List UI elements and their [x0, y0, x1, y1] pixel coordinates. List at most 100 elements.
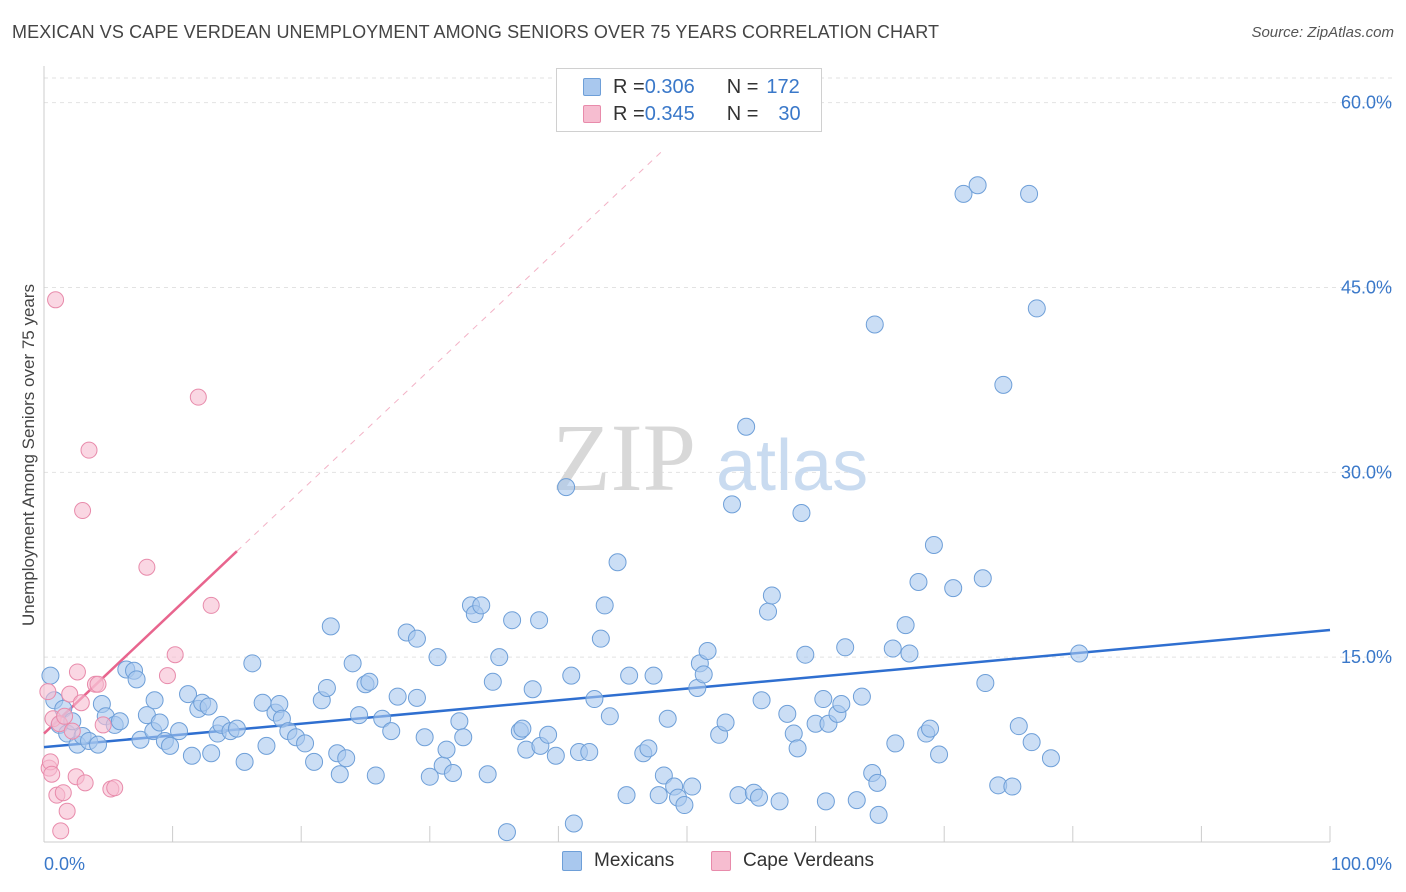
mexicans-point	[921, 719, 940, 738]
mexicans-point	[1009, 717, 1028, 736]
mexicans-point	[317, 678, 336, 697]
mexicans-point	[639, 739, 658, 758]
mexicans-point	[428, 648, 447, 667]
legend-n-value: 30	[778, 102, 801, 125]
mexicans-point	[1022, 733, 1041, 752]
mexicans-point	[243, 654, 262, 673]
mexicans-point	[161, 736, 180, 755]
y-tick-label: 60.0%	[1341, 93, 1392, 113]
chart-title: MEXICAN VS CAPE VERDEAN UNEMPLOYMENT AMO…	[12, 22, 940, 42]
mexicans-points	[41, 176, 1089, 842]
cape-verdeans-point	[202, 596, 220, 614]
mexicans-point	[305, 752, 324, 771]
legend-swatch-blue	[583, 78, 601, 96]
mexicans-point	[350, 706, 369, 725]
mexicans-point	[816, 792, 835, 811]
mexicans-point	[778, 704, 797, 723]
mexicans-point	[675, 796, 694, 815]
legend-swatch-pink	[583, 105, 601, 123]
mexicans-point	[490, 648, 509, 667]
cape-verdeans-point	[106, 779, 124, 797]
mexicans-point	[562, 666, 581, 685]
x-tick-label: 100.0%	[1331, 854, 1392, 874]
gridlines	[44, 77, 1392, 658]
mexicans-point	[179, 685, 198, 704]
mexicans-point	[437, 740, 456, 759]
cape-verdeans-point	[54, 784, 72, 802]
mexicans-point	[483, 672, 502, 691]
mexicans-point	[170, 722, 189, 741]
cape-verdeans-point	[138, 558, 156, 576]
legend-row-cape-verdeans: R = 0.345 N = 30	[583, 102, 801, 126]
cape-verdeans-point	[52, 822, 70, 840]
bottom-legend-cape-verdeans: Cape Verdeans	[711, 850, 874, 872]
bottom-legend-label: Cape Verdeans	[743, 850, 874, 871]
y-tick-label: 45.0%	[1341, 277, 1392, 297]
cape-verdeans-point	[68, 663, 86, 681]
mexicans-point	[832, 694, 851, 713]
mexicans-point	[366, 766, 385, 785]
legend-r-label: R =	[613, 102, 645, 125]
cape-verdeans-point	[74, 502, 92, 520]
mexicans-point	[595, 596, 614, 615]
mexicans-point	[994, 375, 1013, 394]
watermark-atlas: atlas	[716, 426, 868, 506]
mexicans-point	[1020, 184, 1039, 203]
mexicans-trend-line	[43, 628, 1331, 749]
mexicans-point	[973, 569, 992, 588]
mexicans-point	[865, 315, 884, 334]
cape-verdeans-trend-extension	[236, 151, 662, 552]
mexicans-point	[110, 712, 129, 731]
mexicans-point	[513, 719, 532, 738]
mexicans-point	[654, 766, 673, 785]
bottom-legend-swatch-pink	[711, 851, 731, 871]
mexicans-point	[202, 744, 221, 763]
mexicans-point	[360, 672, 379, 691]
mexicans-point	[443, 763, 462, 782]
mexicans-point	[752, 691, 771, 710]
y-tick-label: 30.0%	[1341, 462, 1392, 482]
mexicans-point	[900, 644, 919, 663]
mexicans-point	[41, 666, 60, 685]
mexicans-point	[750, 788, 769, 807]
mexicans-point	[450, 712, 469, 731]
mexicans-point	[836, 638, 855, 657]
mexicans-point	[546, 746, 565, 765]
mexicans-point	[182, 746, 201, 765]
mexicans-point	[644, 666, 663, 685]
mexicans-point	[930, 745, 949, 764]
y-tick-labels: 15.0% 30.0% 45.0% 60.0%	[1341, 93, 1392, 668]
cape-verdeans-point	[76, 774, 94, 792]
mexicans-point	[649, 786, 668, 805]
mexicans-point	[909, 572, 928, 591]
mexicans-point	[407, 629, 426, 648]
mexicans-point	[503, 611, 522, 630]
mexicans-point	[944, 579, 963, 598]
legend-n-label: N =	[726, 75, 759, 98]
cape-verdeans-point	[47, 291, 65, 309]
mexicans-point	[620, 666, 639, 685]
mexicans-point	[321, 617, 340, 636]
mexicans-point	[557, 478, 576, 497]
mexicans-point	[382, 722, 401, 741]
mexicans-point	[530, 611, 549, 630]
legend-r-value: 0.345	[644, 102, 695, 125]
mexicans-point	[227, 719, 246, 738]
mexicans-point	[1003, 777, 1022, 796]
mexicans-point	[388, 687, 407, 706]
mexicans-point	[868, 773, 887, 792]
mexicans-point	[1041, 749, 1060, 768]
mexicans-point	[759, 602, 778, 621]
mexicans-point	[852, 687, 871, 706]
correlation-legend: R = 0.306 N = 172 R = 0.345 N = 30	[556, 68, 822, 132]
mexicans-point	[698, 642, 717, 660]
cape-verdeans-point	[94, 716, 112, 734]
mexicans-point	[585, 690, 604, 709]
y-tick-label: 15.0%	[1341, 647, 1392, 667]
mexicans-point	[539, 725, 558, 744]
mexicans-point	[257, 736, 276, 755]
mexicans-point	[896, 616, 915, 635]
mexicans-point	[1070, 644, 1089, 663]
cape-verdeans-point	[56, 707, 74, 725]
mexicans-point	[497, 823, 516, 842]
